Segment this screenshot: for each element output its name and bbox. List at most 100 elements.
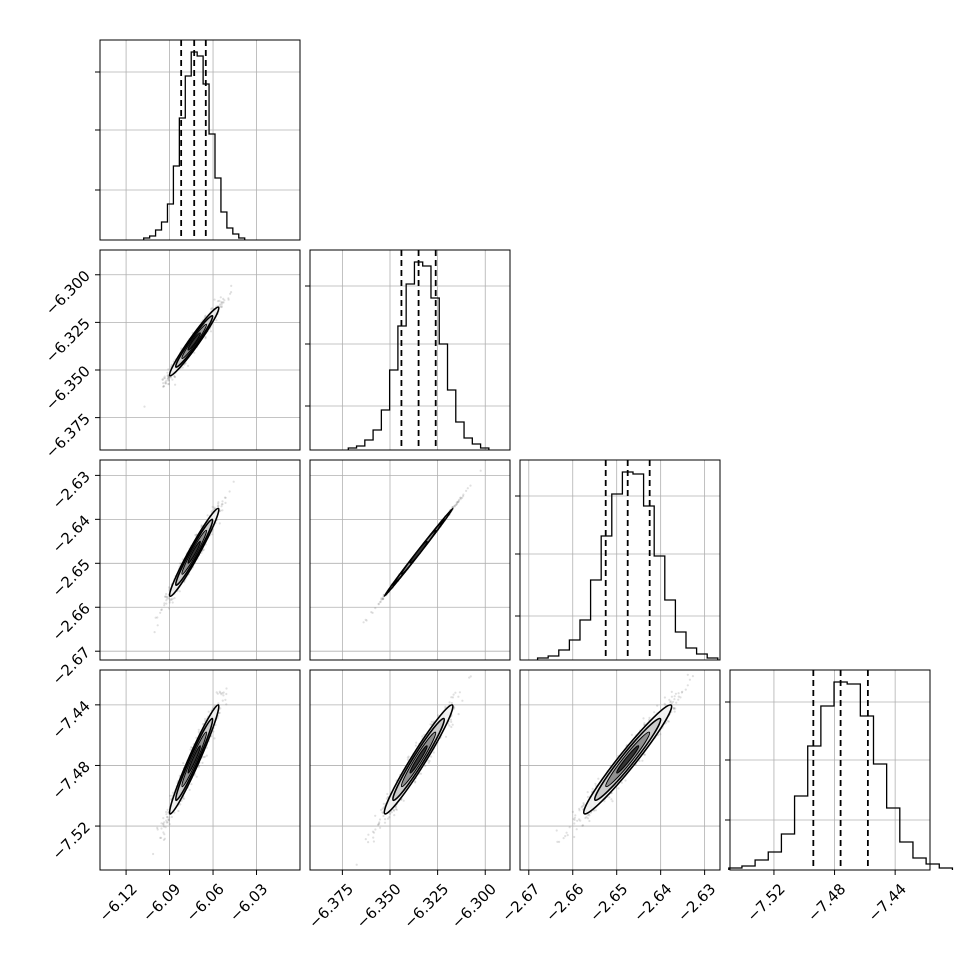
scatter-point bbox=[163, 375, 166, 378]
scatter-point bbox=[162, 382, 165, 385]
scatter-point bbox=[479, 469, 482, 472]
scatter-point bbox=[222, 297, 225, 300]
scatter-point bbox=[197, 765, 200, 769]
scatter-point bbox=[379, 826, 382, 829]
scatter-point bbox=[428, 759, 431, 763]
scatter-point bbox=[222, 694, 225, 697]
scatter-point bbox=[224, 496, 227, 499]
hist-frame-2 bbox=[519, 459, 721, 661]
scatter-point bbox=[220, 693, 223, 696]
scatter-point bbox=[377, 822, 381, 825]
scatter-point bbox=[166, 596, 169, 599]
scatter-point bbox=[167, 377, 170, 380]
scatter-point bbox=[169, 794, 172, 797]
scatter-point bbox=[594, 782, 597, 785]
scatter-point bbox=[170, 376, 173, 379]
scatter-point bbox=[204, 717, 207, 721]
scatter-point bbox=[415, 741, 418, 744]
scatter-point bbox=[432, 751, 435, 754]
scatter-point bbox=[215, 691, 218, 694]
scatter-point bbox=[166, 808, 169, 812]
scatter-point bbox=[162, 377, 165, 380]
scatter-point bbox=[562, 837, 565, 840]
scatter-point bbox=[167, 379, 170, 382]
scatter-point bbox=[227, 298, 230, 301]
scatter-point bbox=[221, 692, 224, 695]
scatter-point bbox=[167, 368, 170, 371]
scatter-point bbox=[162, 385, 166, 388]
scatter-point bbox=[198, 764, 201, 768]
scatter-point bbox=[582, 803, 586, 806]
scatter-point bbox=[164, 826, 167, 829]
scatter-point bbox=[217, 502, 220, 505]
scatter-point bbox=[210, 510, 213, 513]
scatter-point bbox=[451, 723, 454, 726]
scatter-point bbox=[169, 376, 172, 379]
scatter-point bbox=[453, 505, 456, 508]
scatter-point bbox=[186, 364, 190, 367]
scatter-point bbox=[380, 597, 383, 600]
scatter-point bbox=[453, 504, 456, 507]
scatter-point bbox=[205, 746, 208, 749]
scatter-point bbox=[379, 600, 382, 603]
scatter-point bbox=[163, 602, 166, 605]
scatter-point bbox=[230, 284, 233, 287]
scatter-point bbox=[216, 692, 219, 695]
scatter-point bbox=[581, 824, 584, 827]
scatter-point bbox=[218, 690, 221, 693]
scatter-point bbox=[374, 828, 377, 831]
scatter-point bbox=[204, 335, 207, 339]
scatter-point bbox=[469, 484, 472, 487]
scatter-point bbox=[223, 496, 227, 499]
scatter-point bbox=[455, 502, 459, 505]
scatter-point bbox=[370, 611, 373, 614]
scatter-point bbox=[171, 378, 174, 381]
scatter-point bbox=[201, 723, 205, 726]
scatter-point bbox=[221, 503, 224, 506]
scatter-point bbox=[221, 699, 224, 702]
scatter-point bbox=[406, 756, 409, 759]
scatter-point bbox=[220, 302, 223, 305]
scatter-point bbox=[223, 299, 226, 302]
scatter-point bbox=[218, 711, 221, 714]
scatter-point bbox=[203, 755, 207, 758]
scatter-point bbox=[643, 722, 646, 725]
scatter-point bbox=[457, 500, 460, 503]
scatter-point bbox=[379, 601, 382, 604]
panel-frame-2-1 bbox=[309, 459, 511, 661]
scatter-point bbox=[381, 597, 384, 600]
scatter-point bbox=[663, 696, 667, 699]
scatter-point bbox=[167, 586, 171, 589]
scatter-point bbox=[382, 597, 385, 601]
scatter-point bbox=[165, 382, 168, 385]
scatter-point bbox=[195, 736, 198, 740]
scatter-point bbox=[170, 815, 173, 819]
scatter-point bbox=[202, 756, 205, 759]
scatter-point bbox=[673, 706, 676, 710]
scatter-point bbox=[219, 509, 222, 512]
scatter-point bbox=[225, 687, 228, 690]
scatter-point bbox=[585, 816, 588, 819]
contour-level-3-0-3 bbox=[187, 745, 201, 774]
scatter-point bbox=[178, 590, 181, 593]
contour-level-2-0-3 bbox=[187, 540, 201, 564]
scatter-point bbox=[164, 382, 167, 385]
scatter-point bbox=[167, 818, 170, 821]
scatter-point bbox=[591, 787, 594, 791]
scatter-point bbox=[461, 496, 464, 499]
scatter-point bbox=[204, 337, 207, 340]
scatter-point bbox=[167, 376, 170, 380]
scatter-point bbox=[167, 597, 171, 600]
scatter-point bbox=[455, 503, 458, 506]
scatter-point bbox=[355, 863, 358, 866]
scatter-point bbox=[197, 728, 200, 731]
scatter-point bbox=[173, 811, 176, 814]
scatter-point bbox=[456, 500, 459, 503]
scatter-point bbox=[197, 730, 200, 734]
hist-frame-3 bbox=[729, 669, 931, 871]
scatter-point bbox=[221, 500, 224, 503]
scatter-point bbox=[207, 710, 210, 713]
scatter-point bbox=[212, 730, 215, 733]
scatter-point bbox=[220, 505, 223, 508]
scatter-point bbox=[461, 699, 464, 702]
